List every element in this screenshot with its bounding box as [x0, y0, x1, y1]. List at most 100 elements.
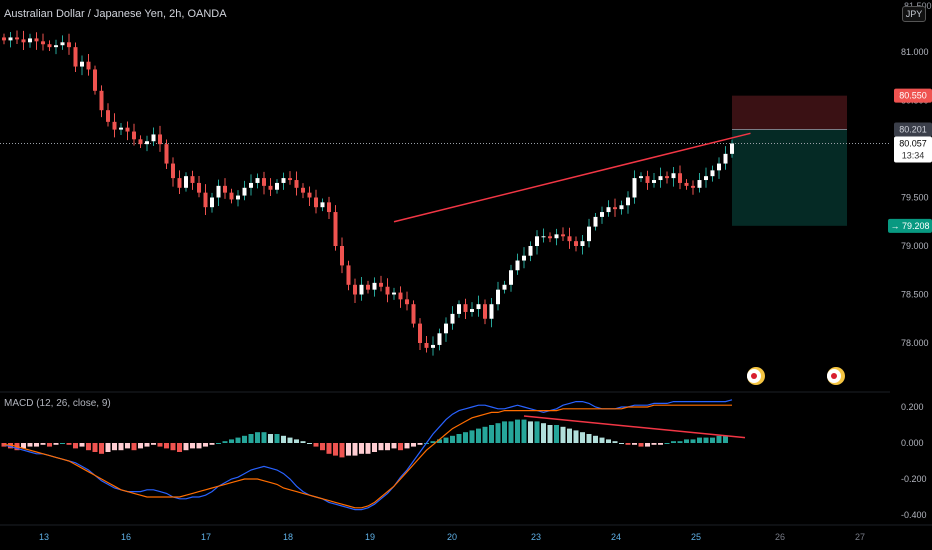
bar-countdown: 13:34 [902, 150, 925, 160]
macd-trendline[interactable] [523, 415, 746, 439]
candle [255, 178, 260, 183]
candle [190, 176, 195, 183]
candle [535, 236, 539, 246]
macd-histogram-bar [586, 434, 592, 443]
candle [333, 212, 338, 246]
target-price-label-bg [888, 218, 932, 233]
time-axis-tick: 18 [283, 532, 293, 542]
macd-histogram-bar [274, 434, 280, 443]
candle [132, 131, 136, 140]
macd-histogram-bar [508, 421, 514, 443]
macd-histogram-bar [404, 443, 410, 449]
time-axis-tick: 26 [775, 532, 785, 542]
candle [619, 205, 624, 210]
time-axis-tick: 25 [691, 532, 701, 542]
macd-histogram-bar [261, 432, 267, 443]
candle [281, 178, 286, 183]
currency-badge[interactable]: JPY [902, 6, 926, 22]
macd-histogram-bar [417, 443, 423, 445]
candle [268, 185, 273, 190]
macd-histogram-bar [300, 441, 306, 443]
macd-histogram-bar [456, 434, 462, 443]
candle [203, 192, 208, 208]
candle [249, 182, 253, 188]
candle [2, 37, 6, 41]
time-axis-tick: 20 [447, 532, 457, 542]
macd-histogram-bar [307, 443, 312, 444]
macd-histogram-bar [118, 443, 124, 451]
candle [691, 185, 695, 188]
candle [353, 284, 357, 295]
macd-legend-label[interactable]: MACD (12, 26, close, 9) [4, 398, 111, 409]
candle [418, 323, 422, 343]
candle [463, 304, 468, 312]
candle [151, 134, 156, 142]
macd-histogram-bar [716, 435, 722, 443]
macd-histogram-bar [482, 426, 488, 443]
macd-histogram-bar [502, 421, 507, 443]
macd-histogram-bar [86, 443, 91, 451]
macd-histogram-bar [450, 435, 455, 443]
candle [665, 176, 669, 179]
macd-histogram-bar [268, 434, 273, 443]
candle [541, 236, 546, 238]
stop-loss-zone[interactable] [732, 95, 847, 130]
macd-histogram-bar [703, 437, 709, 443]
macd-histogram-bar [248, 434, 254, 443]
economic-event-icon-dot [751, 373, 757, 379]
candle [405, 299, 409, 305]
macd-histogram-bar [112, 443, 117, 451]
macd-histogram-bar [606, 439, 611, 443]
last-price-label: 80.057 [899, 138, 927, 148]
price-trendline[interactable] [393, 132, 751, 223]
macd-histogram-bar [138, 443, 143, 449]
candle [470, 309, 474, 312]
take-profit-zone[interactable] [732, 129, 847, 226]
macd-histogram-bar [612, 441, 618, 443]
candle [489, 304, 494, 319]
candle [574, 241, 578, 246]
macd-histogram-bar [242, 435, 247, 443]
candle [379, 282, 383, 287]
candle [262, 178, 266, 186]
macd-histogram-bar [47, 443, 52, 447]
candle [600, 212, 604, 217]
candle [275, 182, 279, 190]
entry-price-label-bg [894, 122, 932, 137]
macd-histogram-bar [359, 443, 364, 454]
price-axis-tick: 78.500 [901, 290, 929, 300]
candle [236, 195, 240, 200]
candle [164, 144, 169, 164]
chart-title: Australian Dollar / Japanese Yen, 2h, OA… [4, 8, 227, 20]
macd-histogram-bar [229, 439, 234, 443]
price-axis-tick: 78.000 [901, 338, 929, 348]
time-axis-tick: 24 [611, 532, 621, 542]
candle [710, 170, 715, 177]
macd-histogram-bar [183, 443, 189, 451]
macd-axis-tick: -0.400 [901, 510, 927, 520]
candle [184, 176, 188, 188]
macd-histogram-bar [365, 443, 371, 454]
candle [327, 202, 331, 213]
price-axis-tick: 81.000 [901, 47, 929, 57]
candle [626, 197, 630, 206]
macd-histogram-bar [580, 432, 585, 443]
candle [340, 246, 344, 266]
candle [145, 141, 149, 145]
macd-histogram-bar [560, 426, 566, 443]
candle [424, 343, 429, 348]
candle [671, 173, 676, 179]
macd-histogram-bar [671, 441, 676, 443]
candle [216, 185, 221, 198]
macd-histogram-bar [710, 437, 715, 443]
macd-histogram-bar [346, 443, 351, 456]
macd-histogram-bar [495, 423, 501, 443]
target-price-label: → 79.208 [890, 221, 929, 231]
candle [697, 180, 702, 188]
candle [99, 90, 104, 111]
candle [606, 207, 611, 213]
candle [34, 38, 39, 42]
macd-histogram-bar [333, 443, 338, 456]
candle [476, 304, 481, 310]
